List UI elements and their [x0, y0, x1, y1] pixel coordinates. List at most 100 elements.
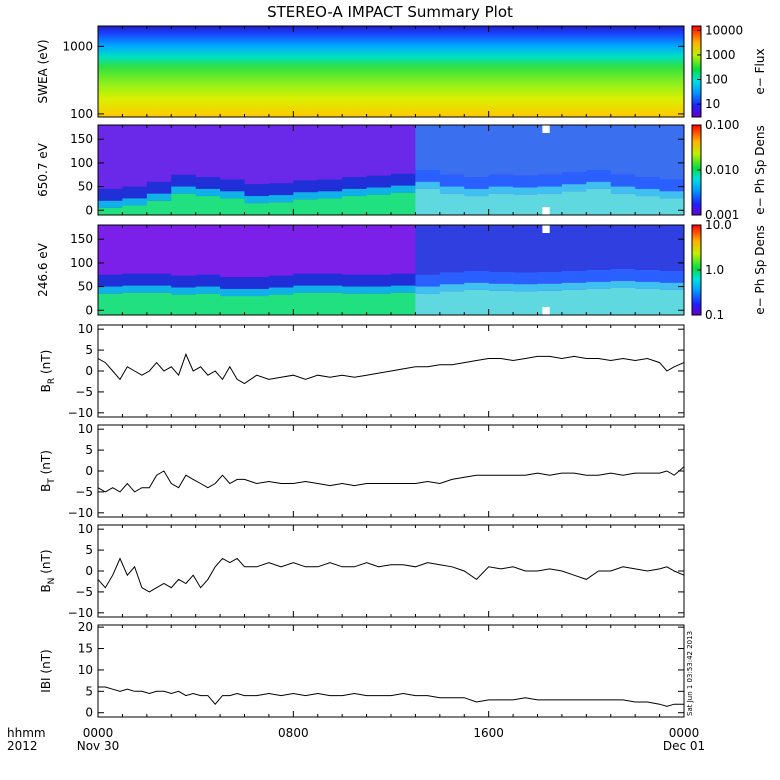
spectrogram-cell	[98, 125, 124, 189]
spectrogram-cell	[439, 186, 466, 194]
spectrogram-cell	[146, 200, 173, 215]
y-tick-label: 20	[78, 620, 93, 634]
spectrogram-cell	[244, 277, 270, 289]
data-gap-bottom	[542, 307, 550, 315]
corner-label-year: 2012	[7, 739, 38, 753]
y-tick-label: 150	[70, 132, 93, 146]
spectrogram-cell	[220, 191, 246, 199]
y-axis-label: BR (nT)	[39, 350, 57, 393]
y-tick-label: −5	[75, 485, 93, 499]
spectrogram-cell	[439, 225, 466, 273]
spectrogram-cell	[122, 125, 148, 187]
spectrogram-cell	[439, 125, 466, 175]
y-tick-label: −10	[68, 506, 93, 520]
data-gap-top	[542, 225, 550, 233]
spectrogram-cell	[146, 193, 173, 201]
spectrogram-cell	[268, 287, 295, 295]
spectrogram-cell	[195, 196, 222, 215]
data-gap-bottom	[542, 207, 550, 215]
spectrogram-cell	[488, 174, 515, 187]
spectrogram-cell	[391, 192, 417, 215]
spectrogram-cell	[586, 188, 612, 215]
y-tick-label: 10	[78, 663, 93, 677]
spectrogram-cell	[659, 125, 684, 180]
spectrogram-cell	[659, 282, 684, 290]
colorbar-label: e− Ph Sp Dens	[753, 225, 767, 314]
spectrogram-cell	[293, 285, 319, 293]
colorbar-label: e− Flux	[753, 48, 767, 94]
spectrogram-cell	[513, 272, 539, 285]
series-line-|B|	[98, 686, 684, 707]
spectrogram-cell	[488, 271, 515, 284]
spectrogram-cell	[415, 225, 441, 275]
spectrogram-cell	[561, 184, 588, 192]
spectrogram-cell	[268, 294, 295, 315]
spectrogram-cell	[488, 125, 515, 175]
y-tick-label: 50	[78, 280, 93, 294]
spectrogram-cell	[586, 181, 612, 189]
x-tick-label: 1600	[473, 726, 504, 740]
colorbar-tick-label: 10	[705, 97, 720, 111]
spectrogram-cell	[635, 225, 661, 270]
spectrogram-cell	[415, 125, 441, 170]
spectrogram-1	[98, 125, 684, 215]
spectrogram-cell	[464, 196, 490, 215]
colorbar	[691, 25, 702, 118]
spectrogram-cell	[659, 225, 684, 271]
spectrogram-cell	[268, 225, 295, 276]
spectrogram-cell	[342, 196, 368, 215]
spectrogram-cell	[195, 274, 222, 287]
spectrogram-cell	[171, 275, 197, 288]
spectrogram-cell	[220, 296, 246, 315]
y-tick-label: 5	[85, 343, 93, 357]
spectrogram-cell	[439, 174, 466, 187]
spectrogram-cell	[439, 291, 466, 315]
spectrogram-cell	[342, 293, 368, 315]
y-tick-label: −10	[68, 606, 93, 620]
spectrogram-cell	[146, 225, 173, 274]
spectrogram-cell	[244, 225, 270, 278]
spectrogram-cell	[317, 191, 344, 199]
spectrogram-cell	[610, 186, 637, 194]
y-tick-label: 5	[85, 443, 93, 457]
spectrogram-cell	[171, 186, 197, 194]
spectrogram-cell	[659, 191, 684, 199]
spectrogram-cell	[439, 284, 466, 292]
spectrogram-cell	[342, 274, 368, 287]
spectrogram-cell	[195, 225, 222, 275]
spectrogram-cell	[488, 283, 515, 291]
y-axis-label: BT (nT)	[39, 450, 57, 492]
spectrogram-cell	[122, 285, 148, 293]
y-axis-label: 246.6 eV	[36, 242, 50, 297]
spectrogram-cell	[317, 179, 344, 192]
spectrogram-cell	[98, 286, 124, 294]
spectrogram-cell	[98, 207, 124, 215]
panel-frame	[97, 524, 685, 618]
colorbar-tick-label: 0.001	[705, 208, 739, 222]
spectrogram-cell	[635, 177, 661, 189]
data-gap-top	[542, 125, 550, 133]
spectrogram-cell	[513, 291, 539, 315]
x-tick-label: 0000	[83, 726, 114, 740]
spectrogram-cell	[98, 225, 124, 275]
spectrogram-cell	[537, 125, 563, 175]
y-tick-label: 5	[85, 543, 93, 557]
spectrogram-cell	[244, 288, 270, 297]
y-tick-label: 5	[85, 684, 93, 698]
spectrogram-cell	[293, 225, 319, 274]
spectrogram-cell	[561, 225, 588, 271]
spectrogram-cell	[635, 281, 661, 289]
spectrogram-cell	[537, 283, 563, 291]
colorbar-tick-label: 100	[705, 73, 728, 87]
spectrogram-cell	[561, 125, 588, 173]
spectrogram-cell	[244, 203, 270, 215]
spectrogram-cell	[146, 273, 173, 286]
spectrogram-cell	[195, 177, 222, 189]
spectrogram-cell	[98, 200, 124, 208]
spectrogram-cell	[220, 225, 246, 278]
spectrogram-cell	[586, 288, 612, 315]
spectrogram-cell	[561, 289, 588, 315]
spectrogram-cell	[488, 225, 515, 272]
x-tick-date-label: Nov 30	[77, 739, 120, 753]
spectrogram-cell	[244, 196, 270, 204]
